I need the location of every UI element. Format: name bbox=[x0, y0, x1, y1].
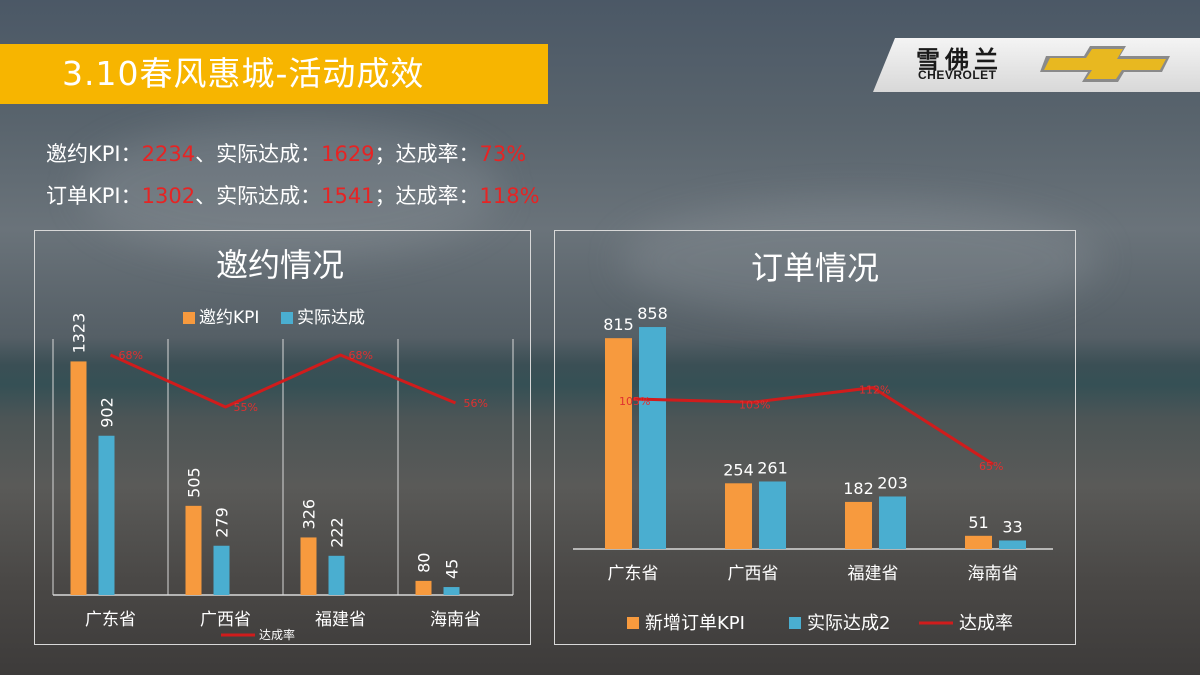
legend-swatch bbox=[281, 312, 293, 324]
bar-actual bbox=[328, 555, 345, 595]
invite-chart: 邀约情况 1323 902 广东省 505 279 广西省 326 222 福建省 80 45 海南省 6… bbox=[52, 246, 514, 642]
summary-actual-value: 1629 bbox=[321, 142, 375, 166]
background-cloud bbox=[620, 200, 1100, 320]
data-label: 80 bbox=[415, 553, 434, 573]
rate-label: 68% bbox=[119, 349, 143, 362]
bar-actual bbox=[999, 540, 1026, 549]
data-label: 254 bbox=[723, 460, 754, 479]
data-label: 33 bbox=[1002, 517, 1022, 536]
category-label: 广西省 bbox=[728, 564, 779, 584]
bar-kpi bbox=[415, 580, 432, 595]
data-label: 51 bbox=[968, 513, 988, 532]
category-label: 海南省 bbox=[430, 610, 481, 630]
bar-actual bbox=[443, 587, 460, 595]
category-label: 海南省 bbox=[968, 564, 1019, 584]
slide-title: 3.10春风惠城-活动成效 bbox=[62, 54, 425, 93]
bar-actual bbox=[639, 327, 666, 549]
chart-title: 邀约情况 bbox=[216, 246, 344, 284]
data-label: 815 bbox=[603, 315, 634, 334]
legend-label: 达成率 bbox=[259, 627, 295, 642]
summary-label: 订单KPI： bbox=[46, 184, 142, 208]
category-label: 福建省 bbox=[315, 610, 366, 630]
rate-label: 55% bbox=[234, 401, 258, 414]
category-label: 广东省 bbox=[85, 610, 136, 630]
summary-kpi-value: 1302 bbox=[141, 184, 196, 208]
rate-label: 65% bbox=[979, 460, 1003, 473]
data-label: 203 bbox=[877, 473, 908, 492]
chart-title: 订单情况 bbox=[751, 249, 879, 287]
summary-label: 、实际达成： bbox=[195, 184, 322, 208]
data-label: 261 bbox=[757, 458, 788, 477]
bar-kpi bbox=[725, 483, 752, 549]
bar-actual bbox=[98, 435, 115, 595]
bar-kpi bbox=[300, 537, 317, 595]
rate-label: 103% bbox=[739, 398, 770, 411]
data-label: 45 bbox=[443, 559, 462, 579]
summary-actual-value: 1541 bbox=[321, 184, 375, 208]
data-label: 182 bbox=[843, 479, 874, 498]
data-label: 1323 bbox=[70, 313, 89, 354]
legend-label: 实际达成2 bbox=[807, 613, 890, 634]
background-cloud bbox=[80, 120, 500, 260]
rate-label: 56% bbox=[464, 397, 488, 410]
summary-label: 、实际达成： bbox=[195, 142, 322, 166]
summary-order: 订单KPI：1302、实际达成：1541；达成率：118% bbox=[46, 182, 540, 210]
brand-name-cn: 雪佛兰 bbox=[916, 46, 1003, 74]
summary-label: ；达成率： bbox=[374, 184, 480, 208]
summary-rate-value: 118% bbox=[479, 184, 540, 208]
bar-kpi bbox=[605, 338, 632, 549]
rate-line bbox=[632, 386, 994, 466]
bar-actual bbox=[213, 545, 230, 595]
rate-line bbox=[109, 353, 457, 409]
category-label: 福建省 bbox=[848, 564, 899, 584]
bar-kpi bbox=[70, 361, 87, 595]
rate-label: 68% bbox=[349, 349, 373, 362]
data-label: 326 bbox=[300, 499, 319, 530]
data-label: 222 bbox=[328, 517, 347, 548]
summary-kpi-value: 2234 bbox=[141, 142, 196, 166]
summary-rate-value: 73% bbox=[479, 142, 527, 166]
rate-label: 112% bbox=[859, 384, 890, 397]
bar-kpi bbox=[965, 535, 992, 549]
legend-swatch bbox=[627, 617, 639, 629]
summary-label: 邀约KPI： bbox=[46, 142, 142, 166]
data-label: 858 bbox=[637, 304, 668, 323]
invite-chart-panel bbox=[34, 230, 531, 645]
category-label: 广西省 bbox=[200, 610, 251, 630]
legend-label: 邀约KPI bbox=[199, 308, 259, 328]
legend-swatch bbox=[789, 617, 801, 629]
bar-kpi bbox=[185, 505, 202, 595]
brand-name-en: CHEVROLET bbox=[918, 68, 997, 82]
bar-kpi bbox=[845, 501, 872, 549]
rate-label: 105% bbox=[619, 395, 650, 408]
legend-label: 新增订单KPI bbox=[645, 613, 745, 634]
summary-invite: 邀约KPI：2234、实际达成：1629；达成率：73% bbox=[46, 140, 526, 168]
data-label: 279 bbox=[213, 507, 232, 538]
legend-label: 实际达成 bbox=[297, 308, 365, 328]
category-label: 广东省 bbox=[608, 564, 659, 584]
order-chart-panel bbox=[554, 230, 1076, 645]
legend-label: 达成率 bbox=[959, 613, 1013, 634]
data-label: 902 bbox=[98, 397, 117, 428]
legend-swatch bbox=[183, 312, 195, 324]
title-bar bbox=[0, 44, 548, 104]
chevrolet-bowtie-icon bbox=[1040, 46, 1170, 82]
bar-actual bbox=[879, 496, 906, 549]
data-label: 505 bbox=[185, 467, 204, 498]
bar-actual bbox=[759, 481, 786, 549]
summary-label: ；达成率： bbox=[374, 142, 480, 166]
